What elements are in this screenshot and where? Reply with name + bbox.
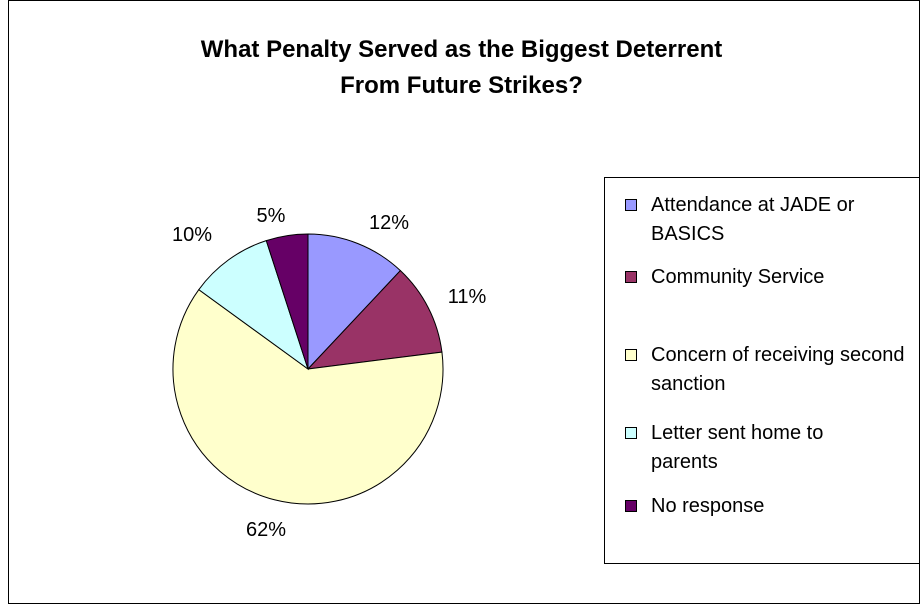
legend-swatch-attendance [625, 199, 637, 211]
legend-label-community-service: Community Service [651, 266, 825, 288]
pie-slice-second-sanction [172, 288, 444, 505]
chart-title: What Penalty Served as the Biggest Deter… [0, 32, 923, 104]
legend-label-no-response: No response [651, 495, 765, 517]
legend-swatch-no-response [625, 500, 637, 512]
pie-slice-attendance [307, 233, 402, 371]
legend-item-attendance: Attendance at JADE or BASICS [625, 191, 915, 249]
legend: Attendance at JADE or BASICS Community S… [604, 177, 920, 564]
slice-label-no-response: 5% [257, 205, 286, 227]
slice-label-community-service: 11% [448, 286, 487, 308]
pie-slice-letter-home [198, 239, 309, 371]
legend-label-attendance: Attendance at JADE or BASICS [651, 194, 855, 245]
pie-slice-no-response [265, 233, 309, 370]
chart-title-line-1: What Penalty Served as the Biggest Deter… [200, 36, 723, 63]
legend-item-letter-home: Letter sent home to parents [625, 419, 915, 477]
slice-label-second-sanction: 62% [246, 519, 286, 541]
legend-swatch-letter-home [625, 427, 637, 439]
legend-item-second-sanction: Concern of receiving second sanction [625, 341, 915, 399]
legend-swatch-second-sanction [625, 349, 637, 361]
legend-swatch-community-service [625, 271, 637, 283]
legend-label-letter-home: Letter sent home to parents [651, 422, 824, 473]
legend-item-community-service: Community Service [625, 263, 915, 292]
legend-label-second-sanction: Concern of receiving second sanction [651, 344, 905, 395]
slice-label-attendance: 12% [369, 212, 409, 234]
chart-title-line-2: From Future Strikes? [340, 72, 583, 99]
legend-item-no-response: No response [625, 492, 915, 521]
slice-label-letter-home: 10% [172, 224, 212, 246]
pie-slice-community-service [306, 269, 443, 370]
